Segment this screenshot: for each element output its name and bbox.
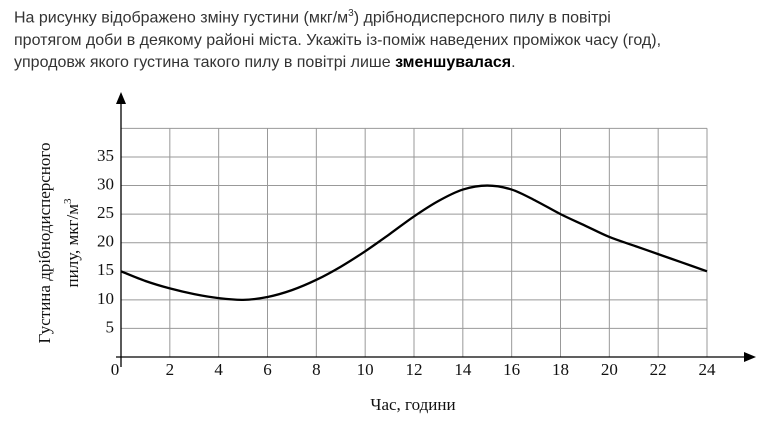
y-tick-label: 15	[97, 260, 114, 279]
x-tick-label: 12	[406, 360, 423, 379]
x-tick-label: 20	[601, 360, 618, 379]
x-axis-arrow	[744, 352, 756, 362]
y-tick-label: 35	[97, 146, 114, 165]
x-tick-label: 18	[552, 360, 569, 379]
x-tick-label: 14	[454, 360, 472, 379]
question-line: протягом доби в деякому районі міста. Ук…	[14, 32, 661, 50]
text: упродовж якого густина такого пилу в пов…	[14, 54, 396, 71]
y-tick-label: 10	[97, 289, 114, 308]
y-tick-label: 5	[106, 317, 115, 336]
text: .	[511, 54, 516, 71]
x-tick-label: 10	[357, 360, 374, 379]
x-tick-label: 0	[111, 360, 120, 379]
y-label-line: пилу, мкг/м3	[62, 198, 82, 287]
x-tick-label: 24	[699, 360, 717, 379]
x-tick-label: 8	[312, 360, 321, 379]
y-tick-label: 20	[97, 232, 114, 251]
data-line	[120, 184, 708, 302]
bold-text: зменшувалася	[395, 54, 512, 71]
x-tick-label: 22	[650, 360, 667, 379]
text: пилу, мкг/м	[63, 204, 82, 288]
superscript: 3	[62, 198, 74, 204]
x-axis-label: Час, години	[370, 395, 455, 414]
y-axis-arrow	[116, 92, 126, 104]
superscript: 3	[348, 8, 354, 19]
y-axis-label: Густина дрібнодисперсного пилу, мкг/м3	[35, 143, 82, 344]
text: протягом доби в деякому районі міста. Ук…	[14, 32, 662, 49]
x-tick-label: 16	[503, 360, 520, 379]
x-tick-label: 6	[263, 360, 272, 379]
y-label-line: Густина дрібнодисперсного	[35, 143, 54, 344]
x-tick-label: 4	[214, 360, 223, 379]
x-tick-label: 2	[166, 360, 175, 379]
text: На рисунку відображено зміну густини (мк…	[14, 9, 349, 27]
question-line: упродовж якого густина такого пилу в пов…	[14, 54, 516, 72]
y-tick-label: 30	[97, 174, 114, 193]
question-line: На рисунку відображено зміну густини (мк…	[14, 8, 611, 27]
text: ) дрібнодисперсного пилу в повітрі	[353, 9, 611, 27]
y-tick-label: 25	[97, 203, 114, 222]
